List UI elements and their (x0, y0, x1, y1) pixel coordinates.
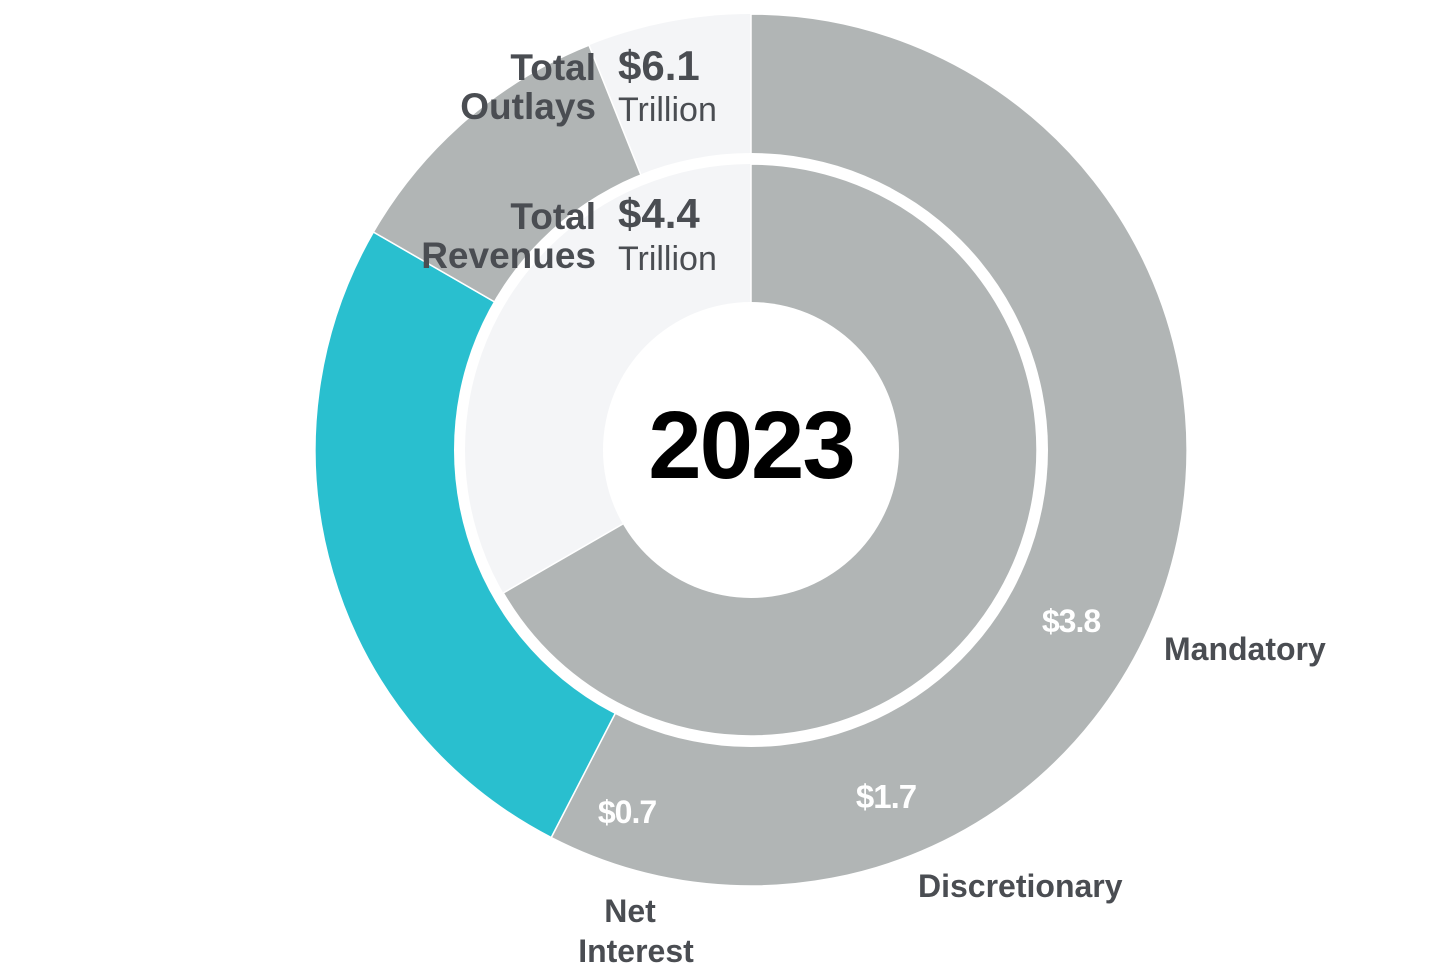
total-outlays-label-line1: Total (510, 47, 596, 88)
total-outlays-unit: Trillion (618, 91, 717, 129)
net-interest-category-label-line2: Interest (578, 933, 694, 969)
total-outlays-label-line2: Outlays (460, 86, 596, 127)
year-label: 2023 (648, 392, 854, 499)
discretionary-value-label: $1.7 (856, 778, 916, 815)
total-revenues-value: $4.4 (618, 190, 700, 237)
net-interest-category-label-line1: Net (604, 893, 656, 929)
total-outlays-value: $6.1 (618, 42, 700, 89)
total-revenues-label-line2: Revenues (421, 235, 596, 276)
discretionary-category-label: Discretionary (918, 868, 1123, 904)
mandatory-value-label: $3.8 (1042, 603, 1100, 639)
mandatory-category-label: Mandatory (1164, 631, 1326, 667)
net-interest-value-label: $0.7 (598, 794, 656, 830)
total-revenues-label-line1: Total (510, 196, 596, 237)
total-revenues-unit: Trillion (618, 240, 717, 278)
donut-hole (603, 302, 899, 598)
